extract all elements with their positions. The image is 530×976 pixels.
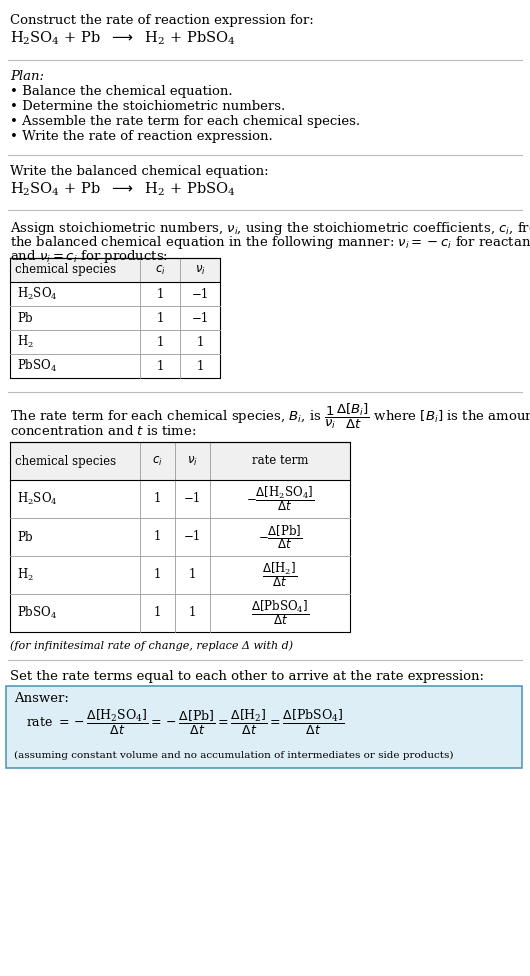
Text: (assuming constant volume and no accumulation of intermediates or side products): (assuming constant volume and no accumul… [14, 751, 454, 760]
Text: 1: 1 [156, 311, 164, 324]
Text: • Determine the stoichiometric numbers.: • Determine the stoichiometric numbers. [10, 100, 285, 113]
Text: Set the rate terms equal to each other to arrive at the rate expression:: Set the rate terms equal to each other t… [10, 670, 484, 683]
Text: $\mathregular{H_2SO_4}$ + Pb  $\longrightarrow$  $\mathregular{H_2}$ + $\mathreg: $\mathregular{H_2SO_4}$ + Pb $\longright… [10, 30, 236, 48]
Text: rate $= -\dfrac{\Delta[\mathregular{H_2SO_4}]}{\Delta t} = -\dfrac{\Delta[\mathr: rate $= -\dfrac{\Delta[\mathregular{H_2S… [26, 708, 344, 737]
Bar [10, 258, 220, 282]
Text: 1: 1 [156, 288, 164, 301]
Text: $\mathregular{Pb}$: $\mathregular{Pb}$ [17, 530, 34, 544]
Text: chemical species: chemical species [15, 264, 116, 276]
Text: chemical species: chemical species [15, 455, 116, 468]
Text: $\dfrac{\Delta[\mathregular{PbSO_4}]}{\Delta t}$: $\dfrac{\Delta[\mathregular{PbSO_4}]}{\D… [251, 598, 309, 628]
Text: • Write the rate of reaction expression.: • Write the rate of reaction expression. [10, 130, 273, 143]
Text: 1: 1 [154, 531, 161, 544]
Bar [10, 442, 350, 480]
Text: 1: 1 [156, 359, 164, 373]
Text: $c_i$: $c_i$ [155, 264, 165, 276]
Text: • Balance the chemical equation.: • Balance the chemical equation. [10, 85, 233, 98]
Text: $\nu_i$: $\nu_i$ [187, 455, 198, 468]
Text: 1: 1 [189, 568, 196, 582]
Text: $-\dfrac{\Delta[\mathregular{H_2SO_4}]}{\Delta t}$: $-\dfrac{\Delta[\mathregular{H_2SO_4}]}{… [246, 485, 314, 513]
Text: Construct the rate of reaction expression for:: Construct the rate of reaction expressio… [10, 14, 314, 27]
Text: $\mathregular{PbSO_4}$: $\mathregular{PbSO_4}$ [17, 358, 57, 374]
Text: and $\nu_i = c_i$ for products:: and $\nu_i = c_i$ for products: [10, 248, 168, 265]
Text: $\mathregular{H_2SO_4}$: $\mathregular{H_2SO_4}$ [17, 491, 58, 508]
Text: • Assemble the rate term for each chemical species.: • Assemble the rate term for each chemic… [10, 115, 360, 128]
Text: $\mathregular{H_2}$: $\mathregular{H_2}$ [17, 334, 34, 350]
Text: 1: 1 [189, 606, 196, 620]
Text: −1: −1 [184, 493, 201, 506]
Text: Answer:: Answer: [14, 692, 69, 705]
Text: concentration and $t$ is time:: concentration and $t$ is time: [10, 424, 197, 438]
Text: (for infinitesimal rate of change, replace Δ with d): (for infinitesimal rate of change, repla… [10, 640, 293, 651]
Text: −1: −1 [191, 311, 209, 324]
Text: The rate term for each chemical species, $B_i$, is $\dfrac{1}{\nu_i}\dfrac{\Delt: The rate term for each chemical species,… [10, 402, 530, 431]
Text: Write the balanced chemical equation:: Write the balanced chemical equation: [10, 165, 269, 178]
Text: 1: 1 [156, 336, 164, 348]
Text: $\mathregular{H_2SO_4}$ + Pb  $\longrightarrow$  $\mathregular{H_2}$ + $\mathreg: $\mathregular{H_2SO_4}$ + Pb $\longright… [10, 181, 236, 198]
Text: $\dfrac{\Delta[\mathregular{H_2}]}{\Delta t}$: $\dfrac{\Delta[\mathregular{H_2}]}{\Delt… [262, 560, 297, 590]
Text: 1: 1 [196, 359, 204, 373]
Bar [6, 686, 522, 768]
Text: rate term: rate term [252, 455, 308, 468]
Text: 1: 1 [154, 493, 161, 506]
Text: −1: −1 [184, 531, 201, 544]
Text: $\mathregular{PbSO_4}$: $\mathregular{PbSO_4}$ [17, 605, 57, 621]
Text: $\mathregular{H_2SO_4}$: $\mathregular{H_2SO_4}$ [17, 286, 58, 302]
Text: $\mathregular{H_2}$: $\mathregular{H_2}$ [17, 567, 34, 583]
Text: 1: 1 [196, 336, 204, 348]
Text: 1: 1 [154, 568, 161, 582]
Text: $-\dfrac{\Delta[\mathregular{Pb}]}{\Delta t}$: $-\dfrac{\Delta[\mathregular{Pb}]}{\Delt… [258, 523, 302, 550]
Text: $\mathregular{Pb}$: $\mathregular{Pb}$ [17, 311, 34, 325]
Text: 1: 1 [154, 606, 161, 620]
Text: Plan:: Plan: [10, 70, 44, 83]
Text: the balanced chemical equation in the following manner: $\nu_i = -c_i$ for react: the balanced chemical equation in the fo… [10, 234, 530, 251]
Text: $c_i$: $c_i$ [152, 455, 163, 468]
Text: −1: −1 [191, 288, 209, 301]
Text: $\nu_i$: $\nu_i$ [195, 264, 206, 276]
Text: Assign stoichiometric numbers, $\nu_i$, using the stoichiometric coefficients, $: Assign stoichiometric numbers, $\nu_i$, … [10, 220, 530, 237]
